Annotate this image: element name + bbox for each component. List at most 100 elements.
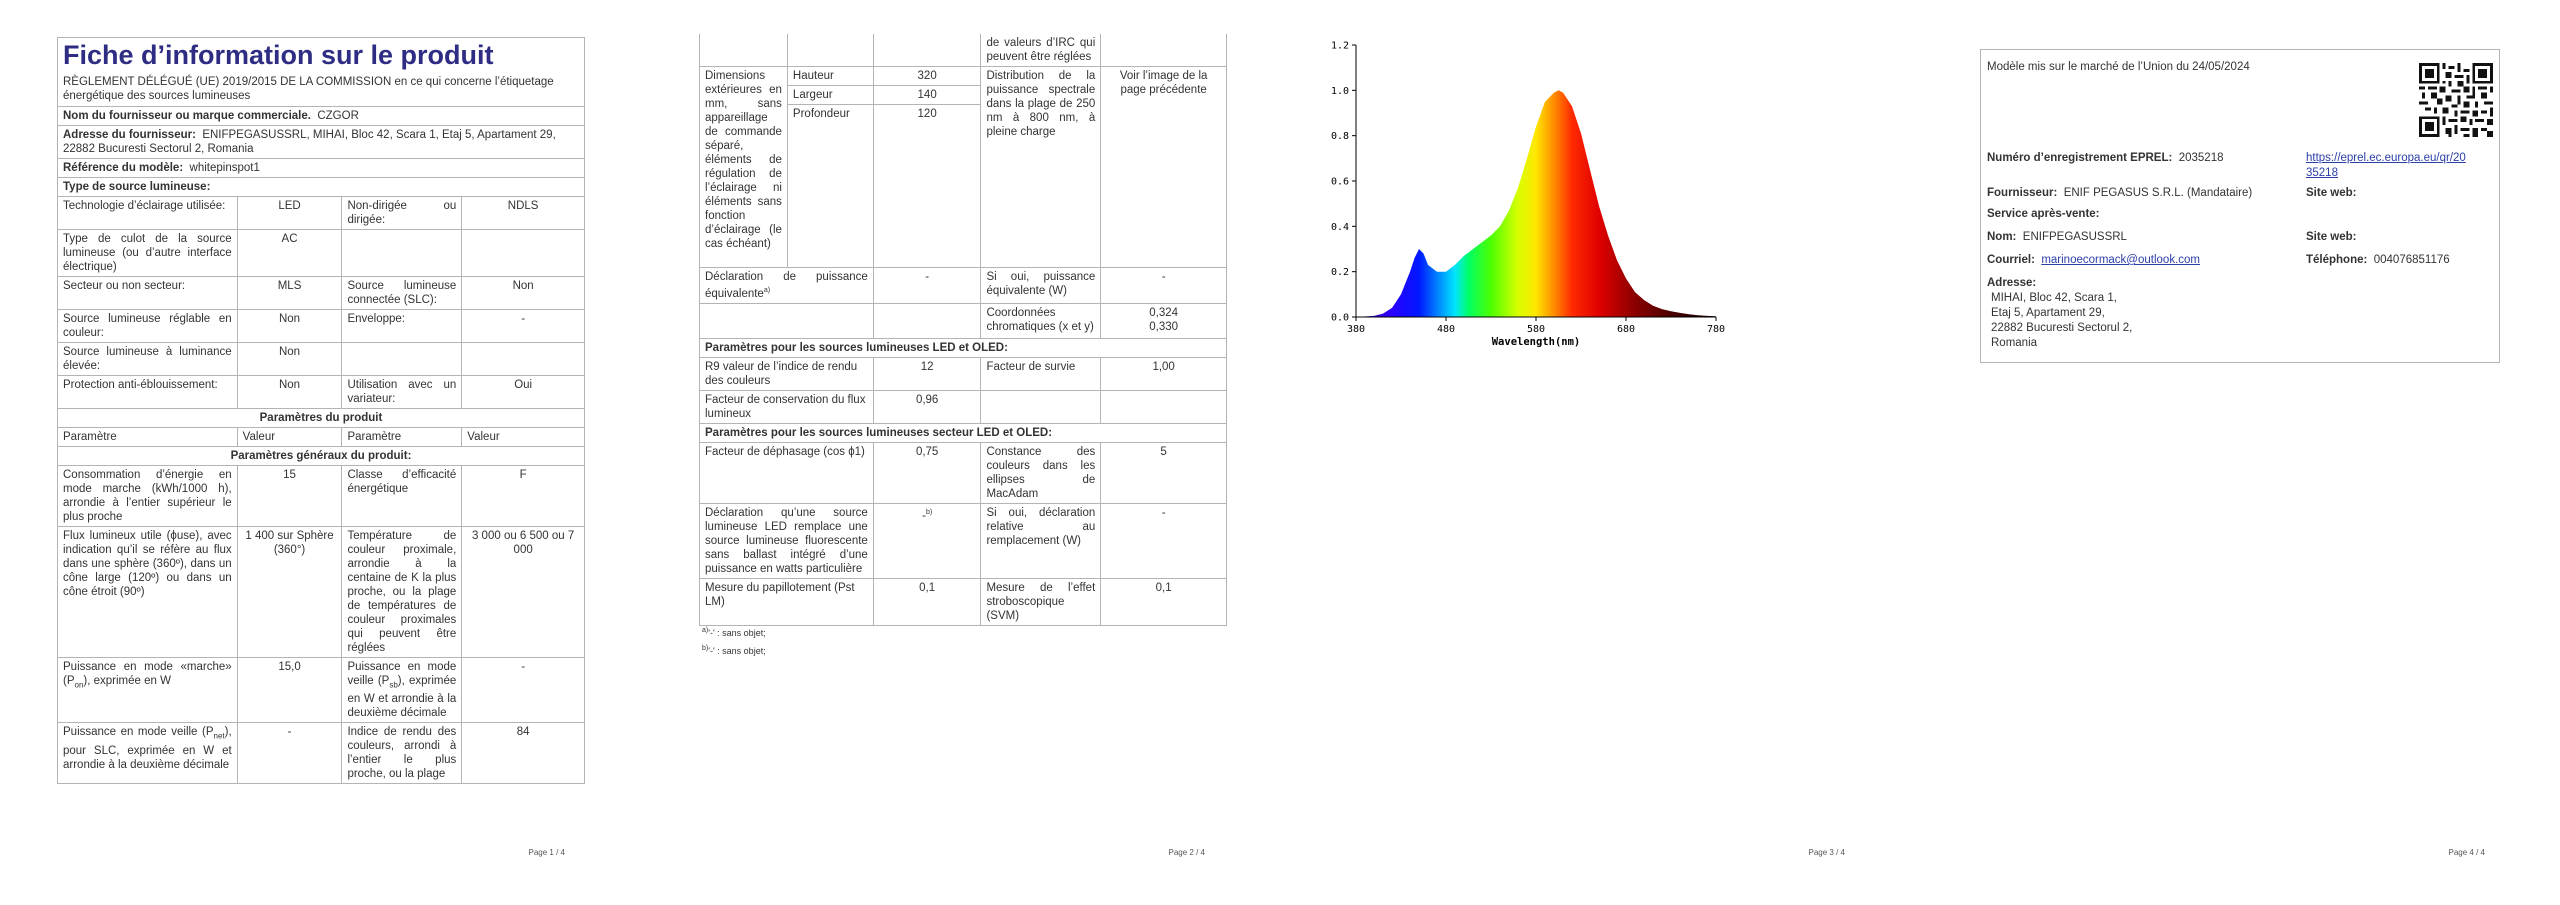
row-label: Flux lumineux utile (ϕuse), avec indicat…: [57, 526, 238, 658]
table-row: Dimensions extérieures en mm, sans appar…: [699, 66, 1227, 268]
page-1: Fiche d’information sur le produit RÈGLE…: [0, 0, 640, 905]
qr-code-icon: [2419, 63, 2493, 137]
row-label: Source lumineuse réglable en couleur:: [57, 309, 238, 343]
table-row: Flux lumineux utile (ϕuse), avec indicat…: [57, 526, 585, 658]
row-label: Source lumineuse connectée (SLC):: [341, 276, 463, 310]
table-row: Consommation d’énergie en mode marche (k…: [57, 465, 585, 527]
table-row: Protection anti-éblouissement: Non Utili…: [57, 375, 585, 409]
page-number: Page 4 / 4: [2448, 848, 2485, 857]
row-label: Mesure de l’effet stroboscopique (SVM): [980, 577, 1102, 626]
row-value: 0,1: [1100, 577, 1227, 626]
website-label-2: Site web:: [2306, 231, 2357, 243]
row-value: AC: [236, 229, 343, 277]
row-label: Coordonnées chromatiques (x et y): [980, 302, 1102, 339]
page-number: Page 1 / 4: [528, 848, 565, 857]
row-label: Puissance en mode veille (Pnet), pour SL…: [57, 722, 238, 785]
dimension-name: Largeur: [786, 85, 874, 105]
table-row: Facteur de conservation du flux lumineux…: [699, 389, 1227, 424]
eprel-link-line-2[interactable]: 35218: [2306, 167, 2338, 179]
product-info-table-1: Fiche d’information sur le produit RÈGLE…: [57, 37, 585, 785]
eprel-row: Numéro d’enregistrement EPREL: 2035218: [1987, 151, 2224, 166]
x-axis-label: Wavelength(nm): [1492, 336, 1581, 348]
supplier-value: ENIF PEGASUS S.R.L. (Mandataire): [2063, 187, 2253, 199]
supplier-row: Fournisseur: ENIF PEGASUS S.R.L. (Mandat…: [1987, 186, 2252, 201]
table-row: de valeurs d’IRC qui peuvent être réglée…: [699, 34, 1227, 67]
row-value: 0,96: [872, 389, 982, 424]
phone-row: Téléphone: 004076851176: [2306, 253, 2450, 268]
page-3: 0.0 0.2 0.4 0.6 0.8 1.0 1.2 380 480 580 680 780 Wave…: [1280, 0, 1920, 905]
y-tick-label: 1.0: [1331, 86, 1349, 97]
row-value: -: [1100, 502, 1227, 579]
subscript: sb: [389, 680, 398, 690]
column-header-row: Paramètre Valeur Paramètre Valeur: [57, 427, 585, 447]
market-date: Modèle mis sur le marché de l’Union du 2…: [1987, 61, 2250, 73]
superscript: a): [702, 627, 709, 634]
eprel-link-line-1[interactable]: https://eprel.ec.europa.eu/qr/20: [2306, 152, 2466, 164]
footnote-text: '-' : sans objet;: [708, 646, 766, 656]
row-value: [461, 229, 585, 277]
y-tick-label: 0.8: [1331, 131, 1349, 142]
eprel-link[interactable]: https://eprel.ec.europa.eu/qr/20 35218: [2306, 151, 2486, 181]
row-label: Enveloppe:: [341, 309, 463, 343]
regulation-text: RÈGLEMENT DÉLÉGUÉ (UE) 2019/2015 DE LA C…: [63, 76, 554, 102]
page-bottom-mask: [40, 842, 600, 902]
name-label: Nom:: [1987, 231, 2017, 243]
row-value: Non: [236, 375, 343, 409]
row-value: -: [236, 722, 343, 785]
superscript: b): [925, 508, 933, 516]
supplier-name-value: CZGOR: [317, 110, 359, 122]
standby-suffix: ), exprimée en W et arrondie à la deuxiè…: [347, 675, 457, 720]
row-label: Consommation d’énergie en mode marche (k…: [57, 465, 238, 527]
column-header: Valeur: [461, 427, 585, 447]
name-row: Nom: ENIFPEGASUSSRL: [1987, 230, 2127, 245]
row-label: Si oui, déclaration relative au remplace…: [980, 502, 1102, 579]
table-row: Secteur ou non secteur: MLS Source lumin…: [57, 276, 585, 310]
row-label: Déclaration qu’une source lumineuse LED …: [699, 502, 874, 579]
after-sales-label: Service après-vente:: [1987, 208, 2100, 220]
x-tick-label: 380: [1347, 324, 1365, 335]
table-row: Facteur de déphasage (cos ϕ1) 0,75 Const…: [699, 441, 1227, 504]
y-tick-label: 0.4: [1331, 222, 1349, 233]
row-value: 12: [872, 356, 982, 391]
row-label: Mesure du papillotement (Pst LM): [699, 577, 874, 626]
y-tick-label: 0.2: [1331, 267, 1349, 278]
row-label: Utilisation avec un variateur:: [341, 375, 463, 409]
address-line: Romania: [1991, 337, 2038, 349]
row-value: Non: [461, 276, 585, 310]
spectral-label: Distribution de la puissance spectrale d…: [980, 66, 1102, 268]
row-value: [461, 342, 585, 376]
dimension-value: 120: [872, 104, 982, 268]
row-value: -: [872, 267, 982, 304]
row-label: Classe d’efficacité énergétique: [341, 465, 463, 527]
superscript: a): [763, 287, 771, 294]
dimension-name: Hauteur: [786, 66, 874, 86]
row-label: Facteur de déphasage (cos ϕ1): [699, 441, 874, 504]
address-label: Adresse:: [1987, 277, 2037, 289]
registration-box: Modèle mis sur le marché de l’Union du 2…: [1980, 49, 2500, 363]
row-value: -: [461, 309, 585, 343]
table-row: Mesure du papillotement (Pst LM) 0,1 Mes…: [699, 577, 1227, 626]
product-params-header: Paramètres du produit: [57, 408, 585, 428]
page-number: Page 3 / 4: [1808, 848, 1845, 857]
eprel-value: 2035218: [2178, 152, 2224, 164]
row-label: Non-dirigée ou dirigée:: [341, 196, 463, 230]
general-params-header: Paramètres généraux du produit:: [57, 446, 585, 466]
row-label: Constance des couleurs dans les ellipses…: [980, 441, 1102, 504]
email-label: Courriel:: [1987, 254, 2035, 266]
dimension-name: Profondeur: [786, 104, 874, 268]
row-value: 1,00: [1100, 356, 1227, 391]
equiv-label: Déclaration de puissance équivalente: [705, 271, 868, 300]
table-row: Profondeur 120: [700, 104, 1227, 268]
x-tick-label: 780: [1707, 324, 1725, 335]
y-tick-label: 0.6: [1331, 177, 1349, 188]
power-on-label: Puissance en mode «marche» (P: [63, 661, 232, 687]
email-link[interactable]: marinoecormack@outlook.com: [2041, 254, 2200, 266]
name-value: ENIFPEGASUSSRL: [2022, 231, 2127, 243]
phone-label: Téléphone:: [2306, 254, 2368, 266]
row-label: Secteur ou non secteur:: [57, 276, 238, 310]
y-tick-label: 1.2: [1331, 41, 1349, 52]
table-row: Coordonnées chromatiques (x et y) 0,324 …: [699, 302, 1227, 339]
dimension-value: 140: [872, 85, 982, 105]
row-label: Technologie d’éclairage utilisée:: [57, 196, 238, 230]
dimension-value: 320: [872, 66, 982, 86]
